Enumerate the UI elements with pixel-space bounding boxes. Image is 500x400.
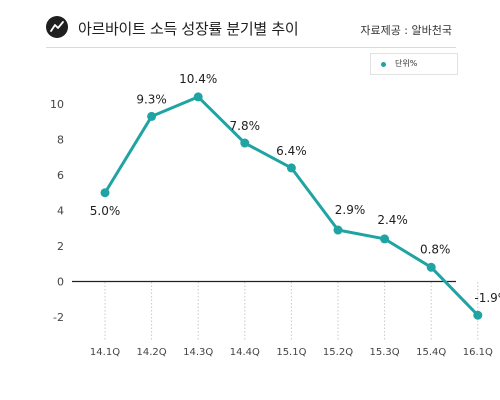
page-title: 아르바이트 소득 성장률 분기별 추이 (78, 20, 299, 38)
y-tick-label: 0 (57, 276, 64, 289)
data-point (286, 163, 296, 173)
data-point (193, 92, 203, 102)
trend-line-icon (46, 16, 68, 38)
x-tick-label: 14.4Q (230, 347, 260, 358)
data-label: 10.4% (179, 72, 217, 86)
x-tick-label: 15.1Q (276, 347, 306, 358)
data-point (473, 310, 483, 320)
data-label: 5.0% (90, 204, 121, 218)
y-tick-label: -2 (53, 311, 64, 324)
y-tick-label: 6 (57, 169, 64, 182)
y-tick-label: 2 (57, 240, 64, 253)
legend: 단위% (370, 53, 458, 75)
data-point (426, 262, 436, 272)
x-tick-label: 16.1Q (463, 347, 493, 358)
y-tick-label: 10 (50, 98, 64, 111)
header-divider (46, 47, 456, 48)
data-point (100, 188, 110, 198)
data-point (380, 234, 390, 244)
x-tick-label: 15.2Q (323, 347, 353, 358)
y-tick-label: 4 (57, 205, 64, 218)
data-point (147, 111, 157, 121)
x-tick-label: 14.3Q (183, 347, 213, 358)
data-label: 7.8% (230, 119, 261, 133)
chart-header: 아르바이트 소득 성장률 분기별 추이 자료제공 : 알바천국 (0, 0, 500, 56)
data-label: 2.9% (335, 203, 366, 217)
x-tick-label: 15.4Q (416, 347, 446, 358)
source-credit: 자료제공 : 알바천국 (360, 24, 452, 37)
data-label: 6.4% (276, 144, 307, 158)
x-tick-label: 14.2Q (137, 347, 167, 358)
legend-marker (381, 62, 386, 67)
x-tick-label: 15.3Q (370, 347, 400, 358)
y-tick-label: 8 (57, 134, 64, 147)
data-point (240, 138, 250, 148)
legend-label: 단위% (395, 59, 418, 68)
data-label: 9.3% (136, 92, 167, 106)
x-tick-label: 14.1Q (90, 347, 120, 358)
data-label: 0.8% (420, 242, 451, 256)
data-label: 2.4% (377, 213, 408, 227)
data-label: -1.9% (474, 291, 500, 305)
data-point (333, 225, 343, 235)
